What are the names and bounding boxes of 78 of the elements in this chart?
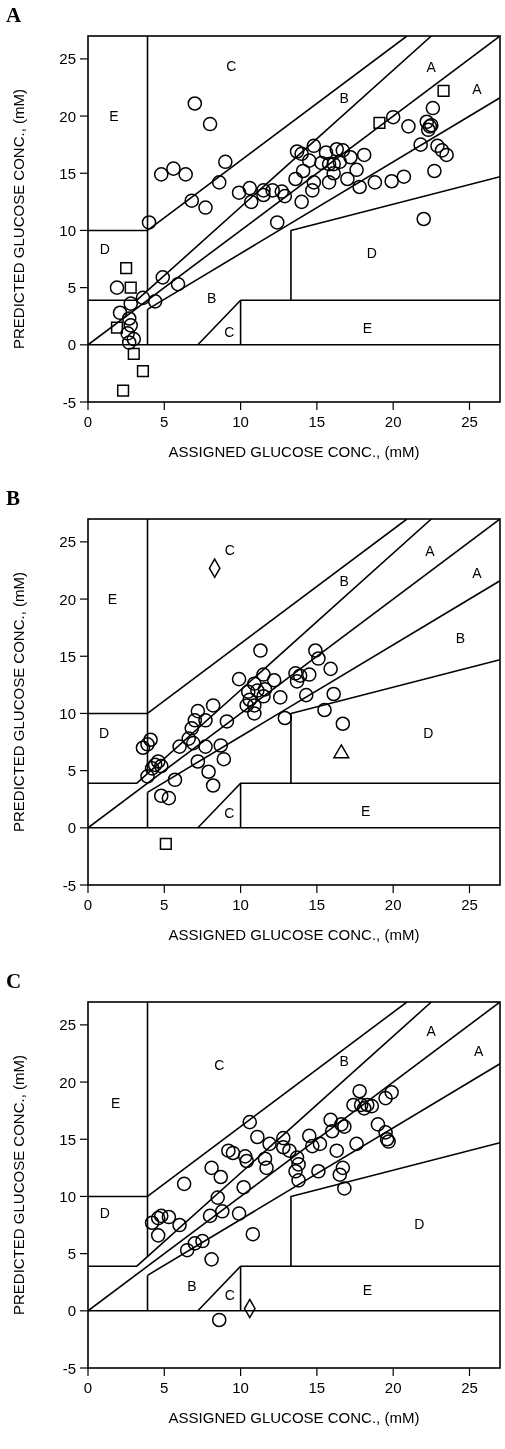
x-tick-label: 25	[461, 896, 478, 913]
x-tick-label: 10	[232, 1379, 249, 1396]
annotation: A	[426, 1022, 437, 1039]
y-axis-title: PREDICTED GLUCOSE CONC., (mM)	[10, 571, 27, 833]
x-tick-label: 5	[160, 413, 169, 430]
y-tick-label: 5	[67, 1245, 76, 1263]
annotation: E	[107, 591, 117, 608]
x-tick-label: 0	[83, 1379, 93, 1396]
y-axis-title: PREDICTED GLUCOSE CONC., (mM)	[10, 1054, 27, 1316]
y-tick-label: 0	[67, 336, 76, 354]
x-tick-label: 10	[232, 896, 249, 913]
y-tick-label: 10	[59, 704, 76, 722]
y-tick-label: -5	[62, 393, 76, 411]
annotation: A	[472, 564, 483, 581]
y-tick-label: 25	[59, 533, 76, 551]
annotation: A	[473, 1043, 484, 1060]
x-tick-label: 15	[308, 896, 326, 913]
annotation: C	[224, 324, 235, 341]
y-tick-label: 5	[67, 762, 76, 780]
x-tick-label: 15	[308, 1379, 326, 1396]
x-tick-label: 20	[384, 413, 402, 430]
annotation: D	[99, 240, 110, 257]
annotation: E	[362, 319, 373, 336]
annotation: B	[339, 1053, 349, 1070]
y-tick-label: 5	[67, 279, 76, 297]
chart-title: B	[6, 486, 21, 510]
y-tick-label: -5	[62, 876, 76, 894]
x-tick-label: 25	[461, 1379, 478, 1396]
y-tick-label: 20	[59, 107, 76, 125]
annotation: B	[339, 573, 349, 590]
annotation: E	[110, 1095, 121, 1112]
x-tick-label: 5	[160, 1379, 169, 1396]
annotation: E	[109, 108, 119, 125]
annotation: C	[214, 1057, 225, 1074]
y-tick-label: 0	[67, 819, 76, 837]
x-tick-label: 15	[308, 413, 326, 430]
y-tick-label: 15	[59, 164, 76, 182]
y-tick-label: 10	[59, 1187, 76, 1205]
annotation: E	[362, 1282, 373, 1299]
annotation: A	[426, 58, 437, 75]
annotation: C	[224, 1287, 235, 1304]
chart-title: A	[6, 3, 22, 27]
y-tick-label: -5	[62, 1359, 76, 1377]
x-axis-title: ASSIGNED GLUCOSE CONC., (mM)	[168, 926, 420, 943]
annotation: A	[472, 80, 483, 97]
x-tick-label: 20	[384, 1379, 402, 1396]
y-tick-label: 10	[59, 221, 76, 239]
annotation: D	[99, 724, 110, 741]
annotation: B	[206, 290, 217, 307]
y-tick-label: 15	[59, 1130, 76, 1148]
annotation: D	[366, 245, 377, 262]
y-tick-label: 25	[59, 1016, 76, 1034]
x-tick-label: 25	[461, 413, 478, 430]
annotation: A	[425, 543, 436, 560]
annotation: D	[99, 1204, 110, 1221]
annotation: C	[224, 542, 235, 559]
y-tick-label: 0	[67, 1302, 76, 1320]
annotation: D	[423, 724, 434, 741]
annotation: D	[414, 1215, 425, 1232]
annotation: B	[339, 89, 349, 106]
y-tick-label: 15	[59, 647, 76, 665]
x-tick-label: 10	[232, 413, 249, 430]
x-axis-title: ASSIGNED GLUCOSE CONC., (mM)	[168, 443, 420, 460]
y-axis-title: PREDICTED GLUCOSE CONC., (mM)	[10, 88, 27, 350]
y-tick-label: 20	[59, 590, 76, 608]
annotation: B	[455, 630, 466, 647]
x-axis-title: ASSIGNED GLUCOSE CONC., (mM)	[168, 1409, 420, 1426]
annotation: E	[361, 803, 371, 820]
annotation: B	[187, 1278, 197, 1295]
x-tick-label: 20	[384, 896, 402, 913]
annotation: C	[224, 804, 235, 821]
y-tick-label: 25	[59, 50, 76, 68]
chart-title: C	[6, 969, 22, 993]
x-tick-label: 0	[83, 413, 93, 430]
y-tick-label: 20	[59, 1073, 76, 1091]
annotation: C	[226, 57, 237, 74]
x-tick-label: 0	[83, 896, 93, 913]
x-tick-label: 5	[160, 896, 169, 913]
